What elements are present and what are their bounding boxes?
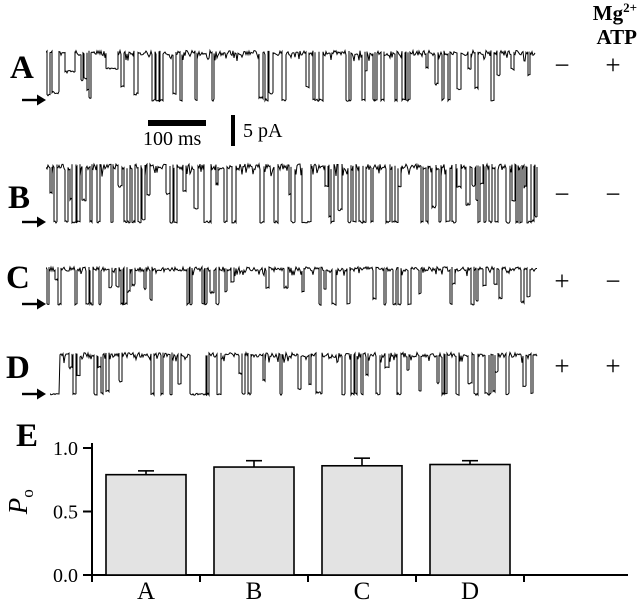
time-scalebar <box>148 120 206 126</box>
svg-text:0.5: 0.5 <box>53 502 78 524</box>
closed-level-arrow-b <box>22 216 46 228</box>
mg-header-label: Mg2+ <box>592 0 637 25</box>
mg-sign-a: − <box>554 50 570 80</box>
current-scalebar <box>231 115 235 146</box>
svg-text:C: C <box>354 578 371 605</box>
panel-b-trace <box>46 162 538 225</box>
current-scalebar-label: 5 pA <box>243 120 283 142</box>
atp-sign-c: − <box>605 266 621 296</box>
panel-label-d: D <box>6 350 30 386</box>
atp-sign-d: + <box>605 351 621 381</box>
closed-level-arrow-a <box>22 94 46 106</box>
atp-sign-a: + <box>605 50 621 80</box>
atp-header-label: ATP <box>596 25 637 49</box>
mg-superscript: 2+ <box>623 0 637 15</box>
closed-level-arrow-c <box>22 298 46 310</box>
open-probability-bar-chart: 0.0 0.5 1.0 A B C D <box>53 438 628 605</box>
panel-c-trace <box>46 265 537 307</box>
closed-level-arrow-d <box>22 388 46 400</box>
mg-sign-b: − <box>554 179 570 209</box>
panel-label-c: C <box>6 260 30 296</box>
svg-text:0.0: 0.0 <box>53 565 78 587</box>
time-scalebar-label: 100 ms <box>143 128 202 150</box>
mg-sign-d: + <box>554 351 570 381</box>
panel-label-e: E <box>16 418 39 454</box>
svg-text:A: A <box>137 578 155 605</box>
mg-sign-c: + <box>554 266 570 296</box>
svg-text:B: B <box>246 578 263 605</box>
panel-d-trace <box>50 351 538 398</box>
panel-a-trace <box>46 48 536 103</box>
panel-label-a: A <box>10 50 34 86</box>
condition-header: Mg2+ ATP <box>593 1 637 48</box>
atp-sign-b: − <box>605 179 621 209</box>
svg-text:1.0: 1.0 <box>53 438 78 460</box>
panel-label-b: B <box>8 180 31 216</box>
svg-text:D: D <box>461 578 479 605</box>
